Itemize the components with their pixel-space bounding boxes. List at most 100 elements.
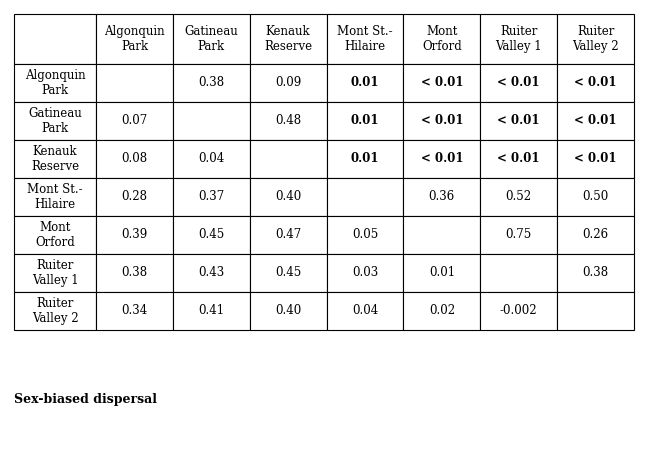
Bar [404, 140, 480, 178]
Bar [14, 254, 96, 292]
Text: 0.08: 0.08 [121, 153, 148, 165]
Text: 0.03: 0.03 [352, 266, 378, 280]
Text: 0.52: 0.52 [505, 191, 532, 203]
Text: 0.45: 0.45 [198, 228, 224, 241]
Bar [249, 292, 327, 330]
Bar [14, 178, 96, 216]
Text: < 0.01: < 0.01 [421, 77, 463, 90]
Bar [327, 14, 404, 64]
Text: 0.39: 0.39 [121, 228, 148, 241]
Text: 0.09: 0.09 [275, 77, 301, 90]
Bar [327, 254, 404, 292]
Bar [480, 292, 557, 330]
Bar [14, 64, 96, 102]
Text: < 0.01: < 0.01 [574, 115, 617, 127]
Bar [327, 292, 404, 330]
Text: 0.05: 0.05 [352, 228, 378, 241]
Text: 0.40: 0.40 [275, 191, 301, 203]
Bar [96, 254, 173, 292]
Bar [404, 292, 480, 330]
Bar [96, 64, 173, 102]
Bar [14, 102, 96, 140]
Bar [480, 140, 557, 178]
Text: 0.28: 0.28 [121, 191, 148, 203]
Text: 0.26: 0.26 [583, 228, 608, 241]
Bar [14, 140, 96, 178]
Bar [557, 216, 634, 254]
Text: -0.002: -0.002 [500, 304, 538, 318]
Bar [327, 64, 404, 102]
Bar [327, 140, 404, 178]
Text: 0.37: 0.37 [198, 191, 224, 203]
Bar [480, 254, 557, 292]
Text: 0.01: 0.01 [351, 77, 379, 90]
Text: Sex-biased dispersal: Sex-biased dispersal [14, 394, 157, 406]
Text: Mont St.-
Hilaire: Mont St.- Hilaire [337, 25, 393, 53]
Bar [249, 216, 327, 254]
Bar [480, 64, 557, 102]
Text: < 0.01: < 0.01 [421, 115, 463, 127]
Text: Algonquin
Park: Algonquin Park [104, 25, 165, 53]
Bar [404, 14, 480, 64]
Text: Kenauk
Reserve: Kenauk Reserve [264, 25, 312, 53]
Text: 0.04: 0.04 [198, 153, 224, 165]
Bar [327, 216, 404, 254]
Bar [557, 140, 634, 178]
Text: 0.45: 0.45 [275, 266, 301, 280]
Bar [249, 178, 327, 216]
Text: 0.36: 0.36 [429, 191, 455, 203]
Text: Ruiter
Valley 2: Ruiter Valley 2 [32, 297, 78, 325]
Text: Mont
Orford: Mont Orford [422, 25, 462, 53]
Text: Gatineau
Park: Gatineau Park [28, 107, 82, 135]
Text: Kenauk
Reserve: Kenauk Reserve [31, 145, 79, 173]
Text: Ruiter
Valley 2: Ruiter Valley 2 [572, 25, 619, 53]
Bar [557, 64, 634, 102]
Text: Algonquin
Park: Algonquin Park [25, 69, 86, 97]
Bar [557, 14, 634, 64]
Text: 0.02: 0.02 [429, 304, 455, 318]
Bar [96, 292, 173, 330]
Bar [173, 216, 249, 254]
Text: 0.50: 0.50 [583, 191, 608, 203]
Text: < 0.01: < 0.01 [574, 77, 617, 90]
Text: 0.04: 0.04 [352, 304, 378, 318]
Text: 0.38: 0.38 [583, 266, 608, 280]
Bar [14, 216, 96, 254]
Bar [404, 178, 480, 216]
Bar [173, 178, 249, 216]
Bar [249, 254, 327, 292]
Bar [173, 140, 249, 178]
Bar [249, 102, 327, 140]
Bar [173, 292, 249, 330]
Bar [557, 178, 634, 216]
Bar [249, 64, 327, 102]
Bar [96, 140, 173, 178]
Text: 0.07: 0.07 [121, 115, 148, 127]
Bar [404, 254, 480, 292]
Bar [480, 178, 557, 216]
Text: 0.75: 0.75 [505, 228, 532, 241]
Text: Gatineau
Park: Gatineau Park [185, 25, 238, 53]
Text: 0.38: 0.38 [198, 77, 224, 90]
Bar [404, 102, 480, 140]
Bar [96, 102, 173, 140]
Text: 0.43: 0.43 [198, 266, 224, 280]
Text: 0.34: 0.34 [121, 304, 148, 318]
Text: Ruiter
Valley 1: Ruiter Valley 1 [32, 259, 78, 287]
Bar [480, 102, 557, 140]
Text: 0.41: 0.41 [198, 304, 224, 318]
Bar [557, 254, 634, 292]
Bar [557, 102, 634, 140]
Bar [557, 292, 634, 330]
Text: 0.38: 0.38 [121, 266, 148, 280]
Text: < 0.01: < 0.01 [498, 77, 540, 90]
Bar [14, 14, 96, 64]
Bar [249, 14, 327, 64]
Bar [480, 14, 557, 64]
Text: < 0.01: < 0.01 [498, 153, 540, 165]
Text: < 0.01: < 0.01 [498, 115, 540, 127]
Bar [96, 14, 173, 64]
Bar [404, 216, 480, 254]
Bar [173, 254, 249, 292]
Text: 0.47: 0.47 [275, 228, 301, 241]
